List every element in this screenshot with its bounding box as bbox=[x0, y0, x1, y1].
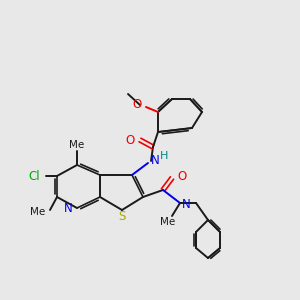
Text: Cl: Cl bbox=[28, 169, 40, 182]
Text: O: O bbox=[126, 134, 135, 146]
Text: Me: Me bbox=[30, 207, 45, 217]
Text: H: H bbox=[160, 151, 168, 161]
Text: N: N bbox=[182, 197, 191, 211]
Text: N: N bbox=[151, 154, 160, 167]
Text: N: N bbox=[64, 202, 73, 215]
Text: Me: Me bbox=[69, 140, 85, 150]
Text: S: S bbox=[118, 209, 126, 223]
Text: Me: Me bbox=[160, 217, 175, 227]
Text: O: O bbox=[177, 169, 186, 182]
Text: O: O bbox=[133, 98, 142, 112]
